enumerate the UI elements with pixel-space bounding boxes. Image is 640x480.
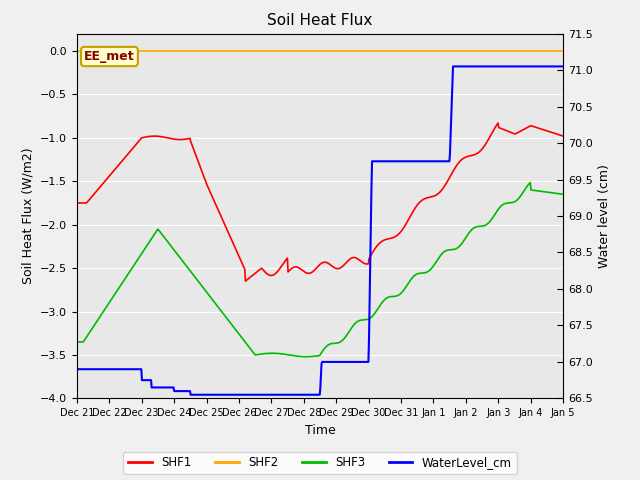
Line: SHF1: SHF1 [77, 123, 563, 281]
SHF2 [383, 48, 390, 54]
SHF3 [356, 317, 364, 323]
SHF3 [103, 304, 111, 310]
SHF1 [241, 278, 249, 284]
WaterLevel_cm [103, 366, 111, 372]
SHF3 [73, 339, 81, 345]
SHF1 [369, 250, 376, 255]
SHF3 [303, 354, 310, 360]
WaterLevel_cm [449, 63, 457, 69]
WaterLevel_cm [383, 158, 391, 164]
Line: SHF3: SHF3 [77, 182, 563, 357]
SHF3 [492, 209, 500, 215]
X-axis label: Time: Time [305, 424, 335, 437]
WaterLevel_cm [559, 63, 567, 69]
SHF2 [355, 48, 363, 54]
WaterLevel_cm [73, 366, 81, 372]
Y-axis label: Soil Heat Flux (W/m2): Soil Heat Flux (W/m2) [21, 148, 35, 284]
SHF1 [559, 133, 567, 139]
SHF2 [559, 48, 567, 54]
SHF3 [559, 192, 567, 197]
SHF1 [383, 236, 391, 242]
Text: EE_met: EE_met [84, 50, 135, 63]
SHF3 [442, 248, 450, 253]
Title: Soil Heat Flux: Soil Heat Flux [268, 13, 372, 28]
SHF1 [442, 180, 450, 186]
SHF3 [369, 313, 376, 319]
WaterLevel_cm [442, 158, 450, 164]
SHF1 [492, 123, 500, 129]
SHF2 [492, 48, 499, 54]
SHF2 [73, 48, 81, 54]
SHF1 [356, 258, 364, 264]
SHF1 [103, 176, 111, 182]
Legend: SHF1, SHF2, SHF3, WaterLevel_cm: SHF1, SHF2, SHF3, WaterLevel_cm [124, 452, 516, 474]
SHF1 [494, 120, 502, 126]
SHF3 [383, 295, 391, 300]
SHF2 [442, 48, 449, 54]
WaterLevel_cm [369, 158, 376, 164]
WaterLevel_cm [493, 63, 500, 69]
SHF3 [527, 180, 534, 185]
WaterLevel_cm [187, 392, 195, 397]
Y-axis label: Water level (cm): Water level (cm) [598, 164, 611, 268]
SHF1 [73, 200, 81, 206]
SHF2 [103, 48, 111, 54]
SHF2 [368, 48, 376, 54]
Line: WaterLevel_cm: WaterLevel_cm [77, 66, 563, 395]
WaterLevel_cm [356, 359, 364, 365]
